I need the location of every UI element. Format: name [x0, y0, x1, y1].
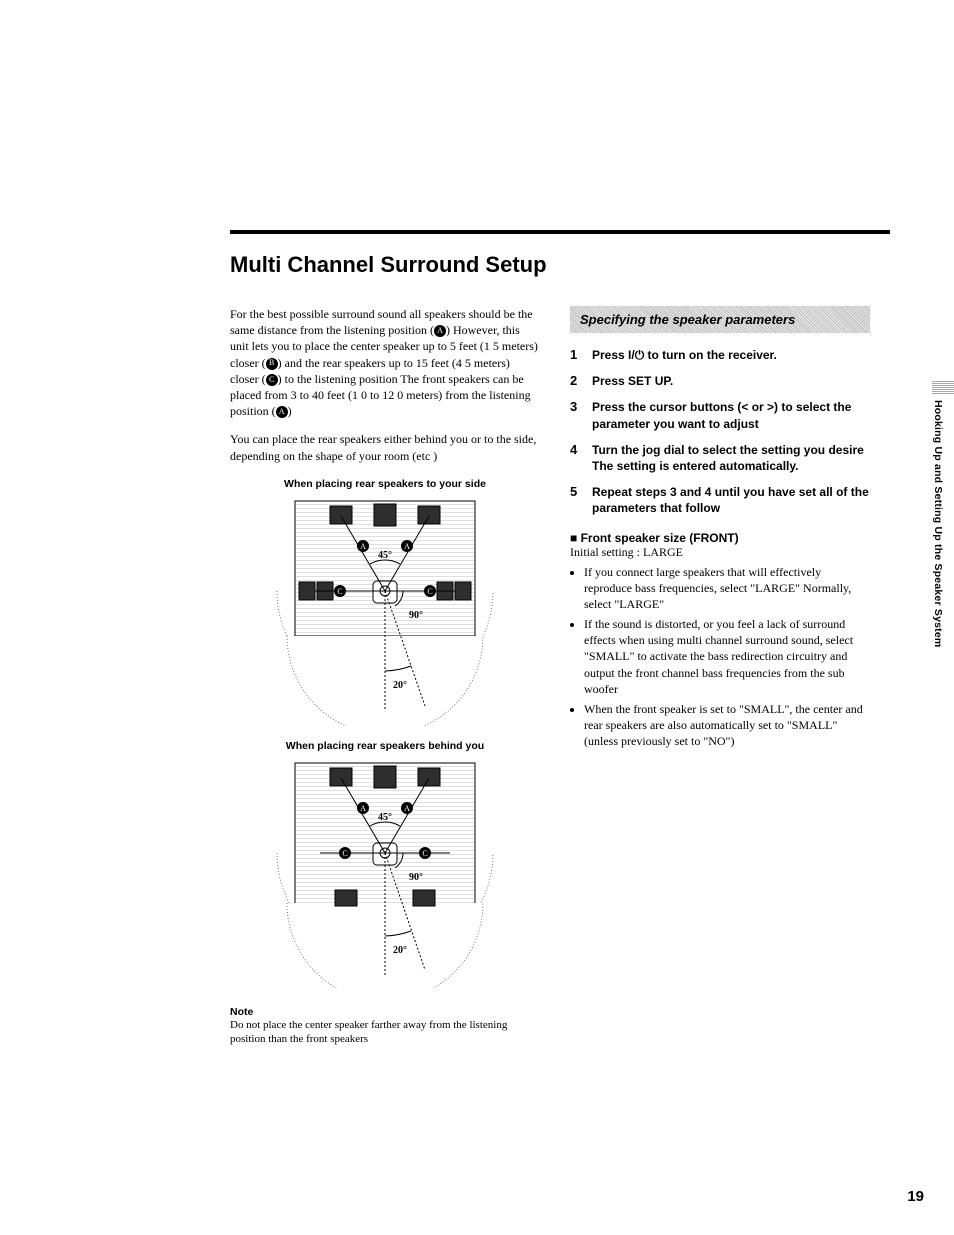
step-text: Press the cursor buttons (< or >) to sel…: [592, 399, 870, 431]
diagram-behind-speakers: A A C C 45° 90° 20°: [275, 758, 495, 988]
svg-text:90°: 90°: [409, 872, 423, 883]
bullet-list: If you connect large speakers that will …: [570, 564, 870, 750]
step-text: Press I/⏻ to turn on the receiver.: [592, 347, 777, 363]
step-number: 4: [570, 442, 582, 474]
left-column: For the best possible surround sound all…: [230, 306, 540, 1046]
bullet-item: When the front speaker is set to "SMALL"…: [584, 701, 870, 750]
step-number: 5: [570, 484, 582, 516]
step-number: 1: [570, 347, 582, 363]
diagram-side-speakers: A A C C 45° 90° 20°: [275, 496, 495, 726]
step-number: 3: [570, 399, 582, 431]
two-columns: For the best possible surround sound all…: [230, 306, 890, 1046]
svg-text:A: A: [404, 542, 410, 551]
step-item: 3 Press the cursor buttons (< or >) to s…: [570, 399, 870, 431]
intro-text: ): [288, 404, 292, 418]
badge-c-icon: C: [266, 374, 278, 386]
badge-b-icon: B: [266, 358, 278, 370]
svg-text:45°: 45°: [378, 550, 392, 561]
badge-a-icon: A: [434, 325, 446, 337]
step-text: Turn the jog dial to select the setting …: [592, 442, 870, 474]
step-number: 2: [570, 373, 582, 389]
section-heading-bar: Specifying the speaker parameters: [570, 306, 870, 333]
side-tab-text: Hooking Up and Setting Up the Speaker Sy…: [932, 400, 944, 647]
svg-text:45°: 45°: [378, 812, 392, 823]
svg-text:A: A: [360, 804, 366, 813]
step-item: 2 Press SET UP.: [570, 373, 870, 389]
page-title: Multi Channel Surround Setup: [230, 252, 890, 278]
initial-setting: Initial setting : LARGE: [570, 545, 870, 560]
badge-a-icon: A: [276, 406, 288, 418]
subsection-heading: Front speaker size (FRONT): [570, 531, 870, 545]
figure-2-caption: When placing rear speakers behind you: [230, 740, 540, 752]
svg-text:90°: 90°: [409, 610, 423, 621]
figure-1-caption: When placing rear speakers to your side: [230, 478, 540, 490]
step-text: Press SET UP.: [592, 373, 673, 389]
step-item: 5 Repeat steps 3 and 4 until you have se…: [570, 484, 870, 516]
tab-stub-icon: [932, 380, 954, 394]
note-text: Do not place the center speaker farther …: [230, 1018, 540, 1047]
step-item: 4 Turn the jog dial to select the settin…: [570, 442, 870, 474]
note-heading: Note: [230, 1006, 540, 1018]
svg-text:20°: 20°: [393, 680, 407, 691]
page-content: Multi Channel Surround Setup For the bes…: [230, 230, 890, 1046]
svg-text:A: A: [360, 542, 366, 551]
top-rule: [230, 230, 890, 234]
page-number: 19: [907, 1188, 924, 1205]
side-tab: Hooking Up and Setting Up the Speaker Sy…: [932, 380, 954, 710]
intro-paragraph-1: For the best possible surround sound all…: [230, 306, 540, 419]
svg-text:C: C: [422, 849, 427, 858]
svg-text:C: C: [337, 587, 342, 596]
step-text: Repeat steps 3 and 4 until you have set …: [592, 484, 870, 516]
intro-paragraph-2: You can place the rear speakers either b…: [230, 431, 540, 463]
svg-text:20°: 20°: [393, 945, 407, 956]
svg-text:A: A: [404, 804, 410, 813]
right-column: Specifying the speaker parameters 1 Pres…: [570, 306, 870, 1046]
step-item: 1 Press I/⏻ to turn on the receiver.: [570, 347, 870, 363]
svg-text:C: C: [342, 849, 347, 858]
bullet-item: If the sound is distorted, or you feel a…: [584, 616, 870, 697]
svg-text:C: C: [427, 587, 432, 596]
bullet-item: If you connect large speakers that will …: [584, 564, 870, 613]
